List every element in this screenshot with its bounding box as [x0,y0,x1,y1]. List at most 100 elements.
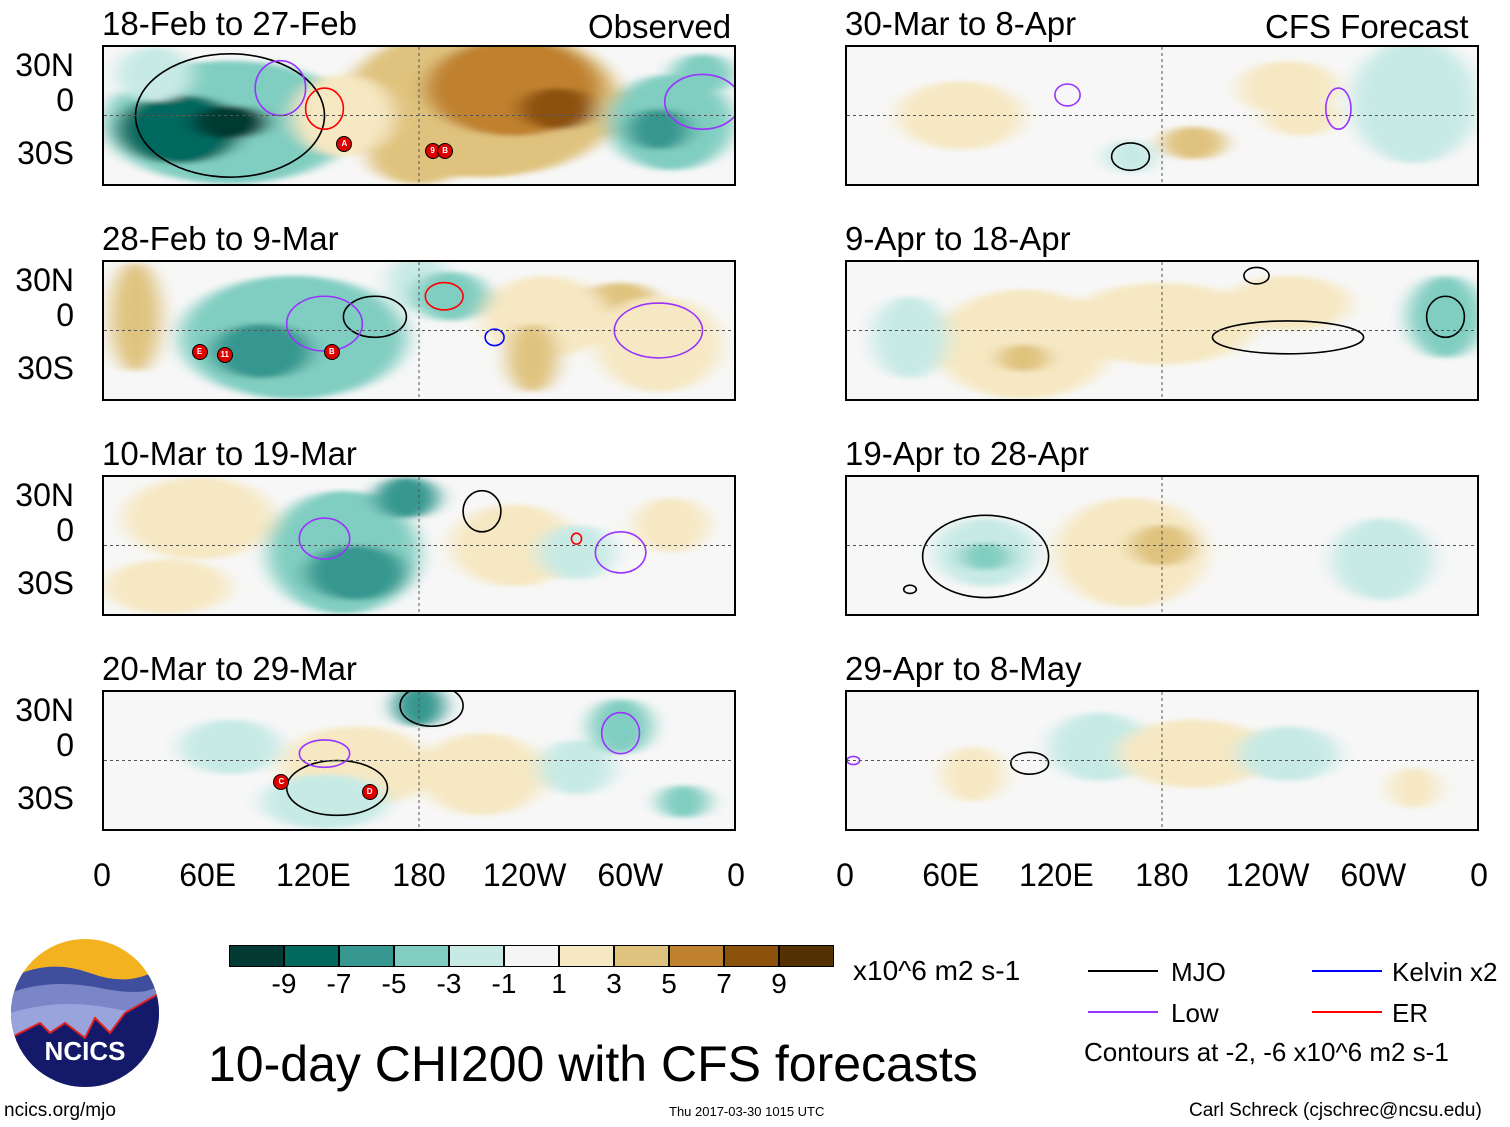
lon-label: 120E [275,857,351,893]
anomaly-region [538,739,615,795]
anomaly-region [419,733,545,816]
anomaly-region [1407,275,1477,358]
map-panel: E 11 B [102,260,736,401]
anomaly-region [211,323,312,379]
lon-label: 120W [482,857,567,893]
anomaly-region [1054,497,1207,608]
contour [1011,752,1049,774]
lon-label: 120E [1018,857,1094,893]
forecast-label: CFS Forecast [1265,8,1469,45]
anomaly-region [626,108,690,150]
colorbar-label: -9 [271,968,297,999]
lon-label: 120W [1225,857,1310,893]
lon-label: 60E [179,857,237,893]
anomaly-region [658,785,709,819]
ncics-logo: NCICS [11,939,159,1087]
anomaly-region [104,559,230,614]
contour [602,713,640,754]
colorbar-swatch [394,945,449,967]
map-panel [845,690,1479,831]
contour [425,283,463,310]
lon-label: 180 [1135,857,1189,893]
panel-title: 18-Feb to 27-Feb [102,5,357,42]
timestamp: Thu 2017-03-30 1015 UTC [669,1104,825,1119]
anomaly-region [1351,47,1477,164]
legend-mjo-line [1088,970,1158,972]
lat-label: 30N [15,477,74,513]
contour [665,74,734,129]
contour [1244,267,1269,283]
credit: Carl Schreck (cjschrec@ncsu.edu) [1189,1100,1482,1121]
lat-label: 30N [15,47,74,83]
anomaly-region [998,344,1049,372]
colorbar-swatch [504,945,559,967]
lon-label: 0 [727,857,745,893]
storm-marker: E [191,344,208,361]
lat-label: 30S [17,780,74,816]
lon-label: 0 [1470,857,1488,893]
lon-label: 60W [597,857,664,893]
url-text[interactable]: ncics.org/mjo [4,1100,116,1121]
colorbar-label: 3 [606,968,622,999]
panel-title: 9-Apr to 18-Apr [845,220,1071,257]
storm-marker: 11 [216,346,233,363]
colorbar-swatch [614,945,669,967]
contour [1427,296,1465,337]
colorbar-label: 1 [551,968,567,999]
lat-label: 30N [15,692,74,728]
panel-title: 20-Mar to 29-Mar [102,650,357,687]
colorbar-swatch [284,945,339,967]
panel-title: 29-Apr to 8-May [845,650,1082,687]
legend-mjo: MJO [1171,957,1226,987]
storm-marker: C [273,774,290,791]
contour [306,88,344,129]
lat-label: 30S [17,350,74,386]
lon-label: 180 [392,857,446,893]
panel-title: 10-Mar to 19-Mar [102,435,357,472]
colorbar-label: 7 [716,968,732,999]
anomaly-region [507,323,558,393]
colorbar-swatch [229,945,284,967]
anomaly-region [116,47,193,102]
lon-label: 0 [836,857,854,893]
anomaly-region [1262,94,1339,137]
contour [904,585,917,593]
anomaly-region [122,477,275,560]
legend-kelvin: Kelvin x2 [1392,957,1498,987]
contour [1055,84,1080,106]
contour [571,533,581,544]
legend-er-line [1312,1011,1382,1013]
colorbar-units: x10^6 m2 s-1 [853,955,1021,986]
anomaly-region [179,719,281,775]
contour [485,329,504,345]
anomaly-region [1162,126,1225,160]
anomaly-region [941,746,1005,802]
colorbar-swatch [559,945,614,967]
panel-title: 28-Feb to 9-Mar [102,220,339,257]
anomaly-region [1105,140,1156,174]
storm-marker: A [336,135,353,152]
anomaly-region [305,545,407,601]
lon-label: 60W [1340,857,1407,893]
legend-er: ER [1392,998,1429,1028]
lat-label: 30S [17,565,74,601]
map-panel [845,475,1479,616]
anomaly-region [897,81,1024,150]
map-panel [845,260,1479,401]
storm-marker: D [361,783,378,800]
storm-marker: B [323,344,340,361]
anomaly-region [960,542,1011,571]
colorbar-swatch [779,945,834,967]
colorbar-label: -3 [436,968,462,999]
anomaly-region [633,497,709,553]
colorbar-label: 5 [661,968,677,999]
anomaly-region [1225,275,1351,331]
observed-label: Observed [588,8,732,45]
storm-marker: B [437,142,454,159]
lat-label: 30N [15,262,74,298]
anomaly-region [1388,767,1440,809]
anomaly-region [261,774,388,829]
contour [400,692,463,726]
